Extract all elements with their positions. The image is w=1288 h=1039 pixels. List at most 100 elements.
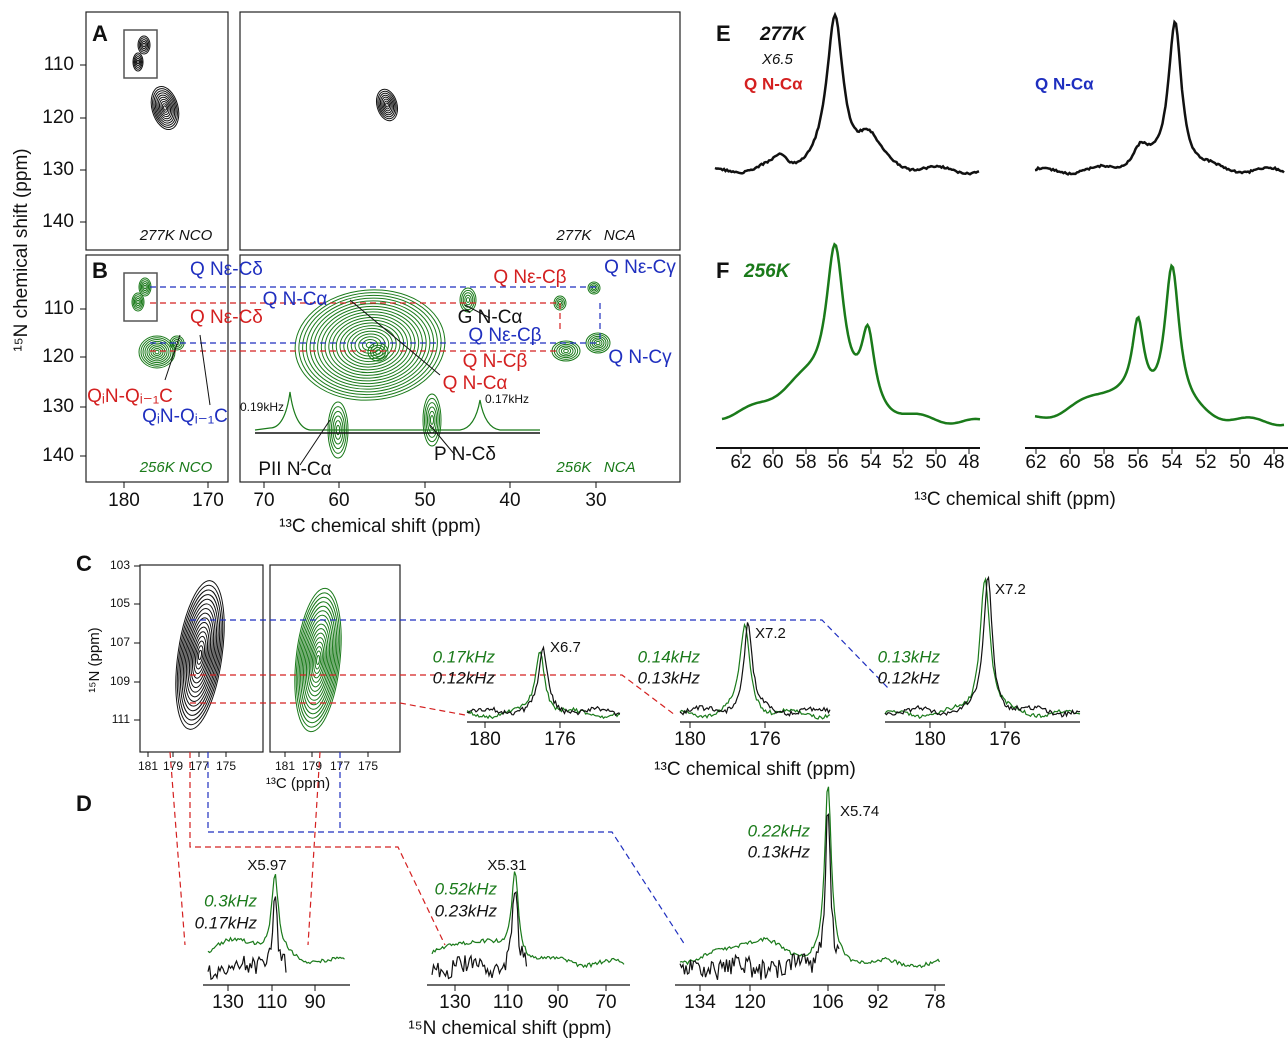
text-label: Q N-Cα	[1035, 74, 1094, 93]
text-label: 0.13kHz	[878, 647, 941, 666]
text-label: X7.2	[995, 581, 1026, 598]
contour	[138, 36, 150, 54]
text-label: 54	[860, 452, 882, 473]
contour	[139, 336, 175, 368]
text-label: 277K NCO	[139, 227, 213, 244]
text-label: B	[92, 258, 108, 283]
text-label: 110	[44, 298, 74, 319]
contour	[194, 641, 206, 670]
text-label: 180	[674, 729, 706, 750]
text-label: 277K NCA	[555, 227, 635, 244]
text-label: 120	[734, 992, 766, 1013]
text-label: ¹⁵N (ppm)	[86, 627, 103, 692]
text-label: 176	[989, 729, 1021, 750]
text-label: 177	[189, 759, 209, 773]
spectrum	[680, 787, 940, 968]
contour	[596, 341, 600, 344]
contour	[137, 60, 139, 64]
text-label: 56	[1127, 452, 1148, 473]
text-label: 60	[1059, 452, 1080, 473]
text-label: 40	[499, 490, 520, 511]
contour	[326, 311, 413, 378]
text-label: Q N-Cα	[443, 373, 508, 394]
text-label: 70	[595, 992, 616, 1013]
text-label: 130	[439, 992, 471, 1013]
text-label: 30	[585, 490, 606, 511]
text-label: 62	[1025, 452, 1046, 473]
text-label: 111	[112, 712, 131, 726]
contour	[139, 278, 151, 296]
text-label: D	[76, 791, 92, 816]
text-label: X5.74	[840, 803, 879, 820]
text-label: 106	[812, 992, 844, 1013]
text-label: 179	[163, 759, 183, 773]
contour	[425, 398, 440, 441]
contour	[144, 285, 146, 289]
text-label: 256K NCA	[555, 459, 635, 476]
text-label: Q N-Cα	[263, 289, 328, 310]
text-label: 120	[42, 346, 74, 367]
text-label: 277K	[759, 24, 807, 45]
text-label: 52	[892, 452, 913, 473]
text-label: 70	[253, 490, 274, 511]
text-label: Q Nε-Cδ	[190, 307, 263, 328]
contour	[174, 592, 226, 718]
text-label: 110	[493, 992, 523, 1013]
text-label: 105	[110, 596, 130, 610]
text-label: 60	[762, 452, 783, 473]
text-label: 170	[192, 490, 224, 511]
spectrum	[1035, 22, 1284, 174]
contour	[342, 324, 398, 367]
text-label: ¹³C chemical shift (ppm)	[914, 489, 1116, 510]
text-label: 48	[958, 452, 979, 473]
contour	[168, 578, 232, 733]
text-label: 176	[544, 729, 576, 750]
contour	[466, 298, 469, 303]
text-label: 0.17kHz	[195, 913, 258, 932]
text-label: 56	[827, 452, 848, 473]
text-label: 0.14kHz	[638, 647, 701, 666]
contour	[305, 628, 331, 693]
text-label: 180	[108, 490, 140, 511]
text-label: 120	[42, 107, 74, 128]
text-label: 107	[110, 635, 130, 649]
contour	[147, 83, 184, 132]
contour	[564, 349, 569, 352]
contour	[163, 106, 167, 111]
text-label: 175	[216, 759, 236, 773]
guide-line	[170, 752, 185, 945]
contour	[198, 650, 202, 660]
text-label: X7.2	[755, 625, 786, 642]
contour	[132, 293, 144, 311]
text-label: 180	[914, 729, 946, 750]
text-label: PII N-Cα	[258, 459, 331, 480]
contour	[429, 411, 435, 428]
contour	[554, 343, 577, 360]
contour	[362, 339, 378, 351]
text-label: 50	[925, 452, 946, 473]
text-label: 0.12kHz	[433, 668, 496, 687]
contour	[153, 348, 161, 355]
text-label: X6.5	[761, 51, 794, 68]
text-label: 110	[44, 54, 74, 75]
text-label: 62	[730, 452, 751, 473]
spectrum	[1035, 266, 1284, 425]
text-label: 0.22kHz	[748, 821, 811, 840]
text-label: 175	[358, 759, 378, 773]
text-label: 78	[924, 992, 945, 1013]
text-label: 48	[1263, 452, 1284, 473]
text-label: ¹⁵N chemical shift (ppm)	[408, 1018, 611, 1039]
text-label: QᵢN-Qᵢ₋₁C	[87, 386, 173, 407]
text-label: 58	[1093, 452, 1114, 473]
contour	[176, 597, 224, 713]
text-label: 134	[684, 992, 716, 1013]
contour	[186, 621, 214, 689]
text-label: ¹³C chemical shift (ppm)	[654, 759, 856, 780]
text-label: 0.23kHz	[435, 901, 498, 920]
text-label: 140	[42, 445, 74, 466]
text-label: Q N-Cβ	[463, 351, 528, 372]
figure: ABCDEF1101201301401101201301401801707060…	[0, 0, 1288, 1039]
text-label: 109	[110, 674, 130, 688]
text-label: A	[92, 21, 108, 46]
contour	[380, 96, 394, 114]
